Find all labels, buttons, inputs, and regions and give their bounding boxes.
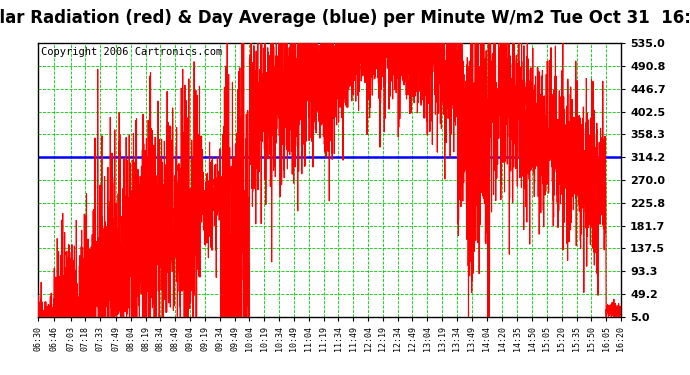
- Text: Copyright 2006 Cartronics.com: Copyright 2006 Cartronics.com: [41, 47, 222, 57]
- Text: Solar Radiation (red) & Day Average (blue) per Minute W/m2 Tue Oct 31  16:45: Solar Radiation (red) & Day Average (blu…: [0, 9, 690, 27]
